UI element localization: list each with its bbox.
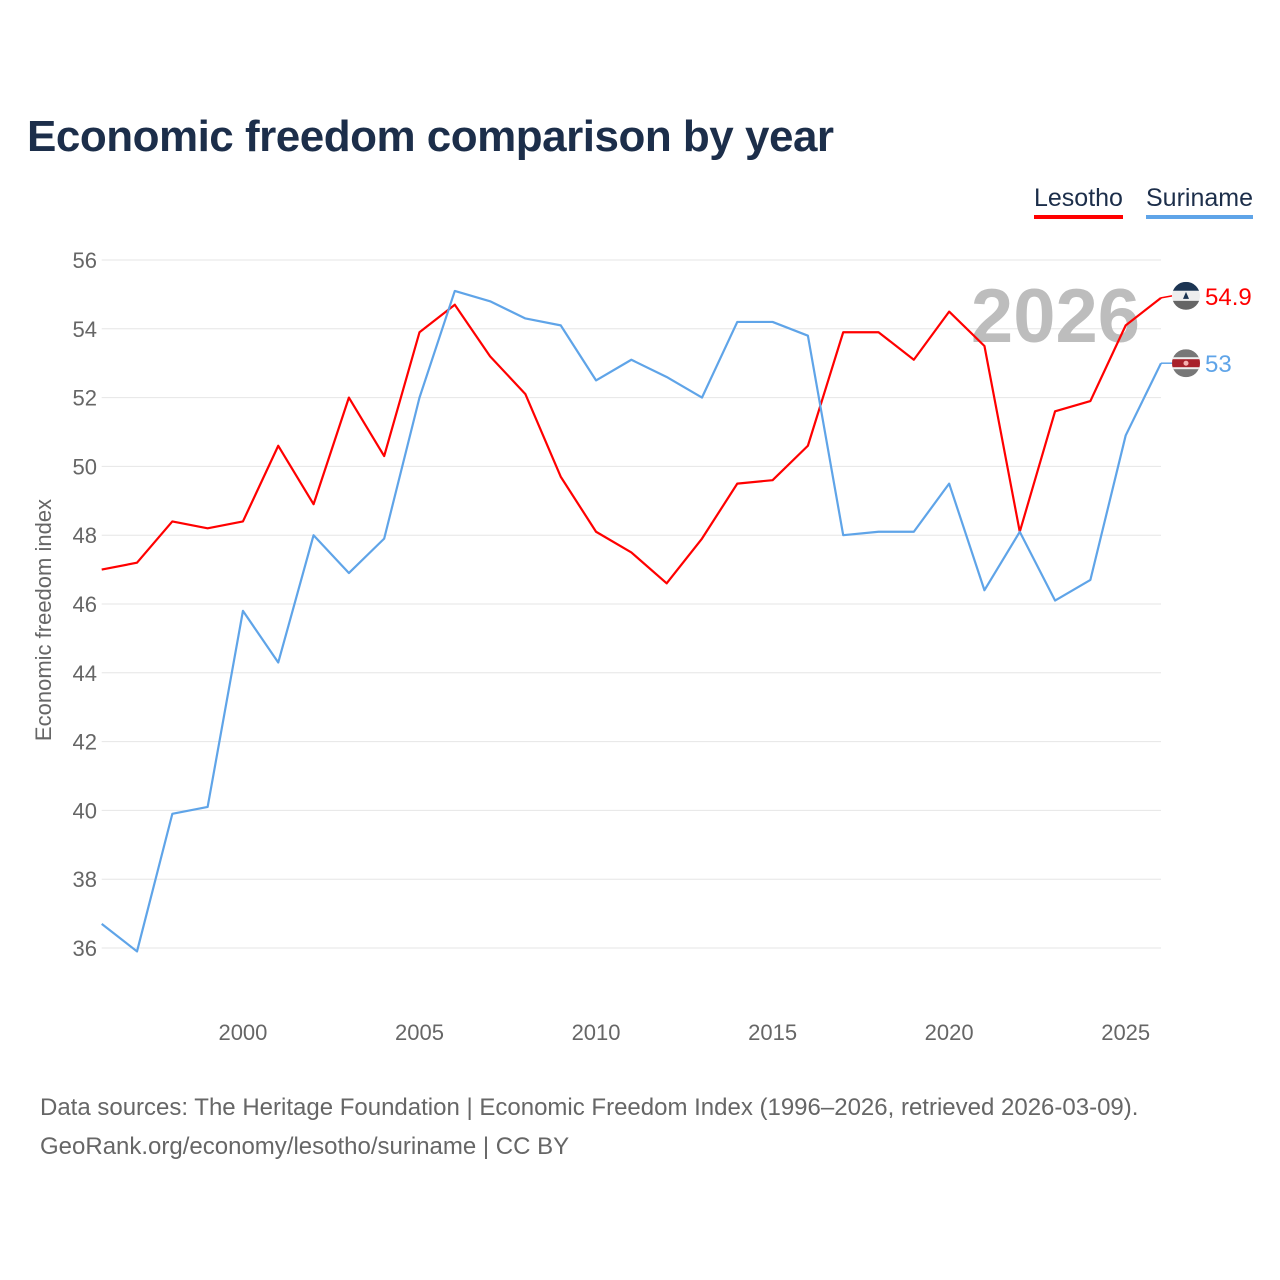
label-connector (1160, 295, 1173, 299)
y-tick-label: 44 (73, 661, 97, 686)
legend-suriname[interactable]: Suriname (1146, 184, 1253, 219)
end-value-label: 54.9 (1205, 284, 1252, 311)
legend-lesotho[interactable]: Lesotho (1034, 184, 1123, 219)
y-tick-label: 46 (73, 592, 97, 617)
y-tick-label: 42 (73, 730, 97, 755)
y-tick-label: 54 (73, 317, 97, 342)
series-line-suriname (101, 289, 1162, 953)
year-watermark: 2026 (971, 274, 1140, 359)
source-line: Data sources: The Heritage Foundation | … (40, 1094, 1139, 1121)
x-tick-label: 2010 (572, 1020, 621, 1045)
x-tick-label: 2015 (748, 1020, 797, 1045)
y-axis-label: Economic freedom index (31, 499, 56, 741)
chart-title: Economic freedom comparison by year (27, 112, 834, 161)
y-tick-label: 50 (73, 454, 97, 479)
x-tick-label: 2005 (395, 1020, 444, 1045)
flag-icon-lesotho (1172, 281, 1200, 310)
end-value-label: 53 (1205, 351, 1232, 378)
source-note: Data sources: The Heritage Foundation | … (40, 1088, 1138, 1166)
source-link[interactable]: GeoRank.org/economy/lesotho/suriname | C… (40, 1133, 570, 1160)
x-tick-label: 2025 (1101, 1020, 1150, 1045)
y-tick-label: 48 (73, 523, 97, 548)
x-tick-label: 2000 (218, 1020, 267, 1045)
series-line-lesotho (101, 296, 1162, 585)
y-tick-label: 56 (73, 248, 97, 273)
y-tick-label: 40 (73, 798, 97, 823)
y-tick-label: 52 (73, 386, 97, 411)
y-tick-label: 36 (73, 936, 97, 961)
x-tick-label: 2020 (925, 1020, 974, 1045)
flag-icon-suriname (1172, 349, 1200, 378)
y-tick-label: 38 (73, 867, 97, 892)
